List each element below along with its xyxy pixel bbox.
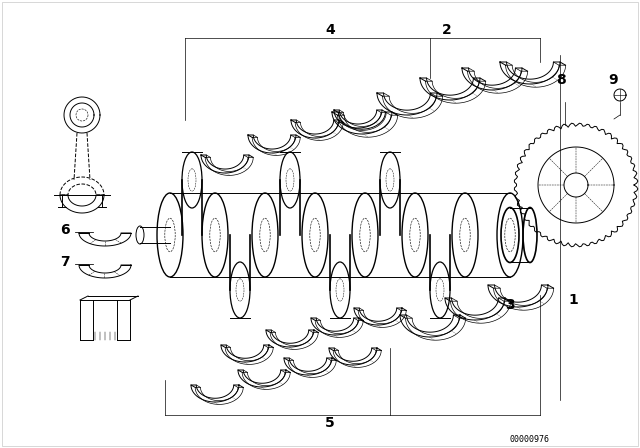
- Text: 5: 5: [325, 416, 335, 430]
- Text: 9: 9: [608, 73, 618, 87]
- Text: 3: 3: [505, 298, 515, 312]
- Text: 8: 8: [556, 73, 566, 87]
- Text: 00000976: 00000976: [510, 435, 550, 444]
- Text: 6: 6: [60, 223, 70, 237]
- Text: 2: 2: [442, 23, 452, 37]
- Text: 4: 4: [325, 23, 335, 37]
- Text: 1: 1: [568, 293, 578, 307]
- Text: 7: 7: [60, 255, 70, 269]
